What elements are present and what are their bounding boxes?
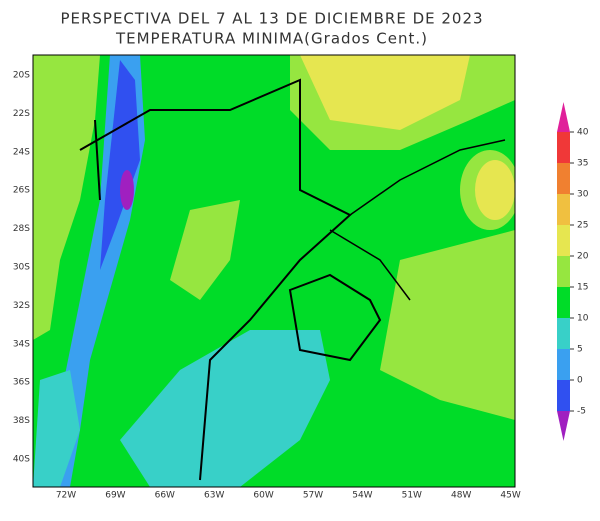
lon-label: 51W [402,491,422,501]
lat-label: 36S [13,378,30,388]
colorbar-label: 30 [577,190,589,200]
lon-label: 66W [155,491,175,501]
lat-label: 22S [13,109,30,119]
map [33,55,515,487]
lat-label: 28S [13,224,30,234]
colorbar-segment [557,380,570,411]
colorbar-label: 20 [577,252,589,262]
lon-label: 54W [352,491,372,501]
lon-label: 69W [105,491,125,501]
lat-label: 38S [13,416,30,426]
title: PERSPECTIVA DEL 7 AL 13 DE DICIEMBRE DE … [60,10,483,28]
lon-label: 72W [56,491,76,501]
colorbar-label: 5 [577,345,583,355]
lat-label: 26S [13,186,30,196]
colorbar-label: 0 [577,376,583,386]
colorbar-label: 10 [577,314,589,324]
colorbar-segment [557,318,570,349]
lon-label: 45W [500,491,520,501]
lon-label: 63W [204,491,224,501]
colorbar-segment [557,349,570,380]
colorbar-label: 40 [577,128,589,138]
colorbar-label: 25 [577,221,588,231]
colorbar-segment [557,163,570,194]
lon-label: 48W [451,491,471,501]
lon-label: 60W [253,491,273,501]
colorbar-segment [557,132,570,163]
lon-label: 57W [303,491,323,501]
colorbar-label: 35 [577,159,588,169]
subtitle: TEMPERATURA MINIMA(Grados Cent.) [115,30,428,48]
map-frame [32,54,516,488]
colorbar-label: 15 [577,283,588,293]
colorbar-segment [557,194,570,225]
colorbar-segment [557,287,570,318]
lat-label: 32S [13,301,30,311]
lat-label: 24S [13,147,30,157]
lat-label: 34S [13,339,30,349]
lat-label: 20S [13,71,30,81]
colorbar-segment [557,256,570,287]
colorbar-arrow [557,411,570,441]
lat-label: 40S [13,455,30,465]
colorbar-segment [557,225,570,256]
lat-label: 30S [13,263,30,273]
colorbar-arrow [557,102,570,132]
colorbar-label: -5 [577,407,586,417]
